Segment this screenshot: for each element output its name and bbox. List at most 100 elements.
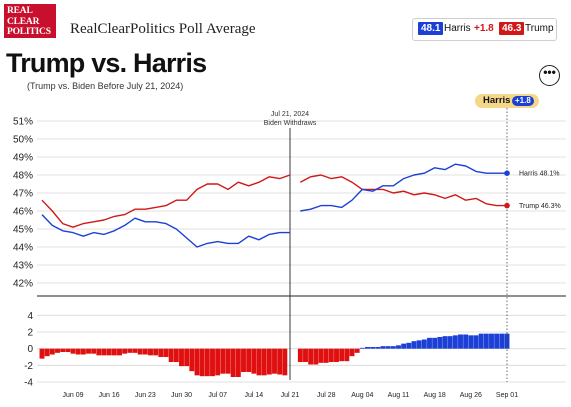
y-tick-label: 50%: [13, 135, 33, 146]
spread-bar: [80, 348, 86, 355]
spread-bar: [499, 333, 505, 349]
more-options-button[interactable]: •••: [539, 65, 560, 86]
spread-bar: [297, 348, 303, 362]
spread-bar: [230, 348, 236, 377]
spread-bar: [199, 348, 205, 377]
poll-summary-badges[interactable]: 48.1 Harris +1.8 46.3 Trump: [412, 18, 557, 41]
spread-bar: [75, 348, 81, 355]
harris-line: [300, 163, 507, 212]
spread-bar: [354, 348, 360, 353]
spread-bar: [106, 348, 112, 356]
spread-bar: [111, 348, 117, 356]
spread-bar: [184, 348, 190, 367]
spread-bar: [313, 348, 319, 365]
spread-bar: [266, 348, 272, 375]
spread-bar: [463, 334, 469, 349]
harris-end-dot: [504, 170, 510, 176]
spread-bar: [179, 348, 184, 367]
x-tick-label: Jun 30: [171, 392, 192, 399]
spread-bar: [334, 348, 339, 362]
x-tick-label: Sep 01: [496, 392, 518, 399]
spread-bar: [194, 348, 200, 376]
harris-end-label: Harris 48.1%: [519, 171, 559, 178]
spread-bar: [137, 348, 143, 355]
x-tick-label: Jul 21: [281, 392, 300, 399]
spread-bar: [504, 333, 510, 349]
spread-bar: [168, 348, 174, 362]
spread-bar: [117, 348, 122, 356]
y-tick-label: 51%: [13, 117, 33, 128]
trump-name-label: Trump: [525, 23, 554, 34]
harris-line: [41, 214, 290, 248]
x-tick-label: Jul 07: [208, 392, 227, 399]
spread-bar: [370, 347, 376, 349]
x-tick-label: Aug 18: [424, 392, 446, 399]
harris-change-label: +1.8: [474, 23, 494, 34]
spread-bar: [148, 348, 153, 356]
harris-name-label: Harris: [444, 23, 471, 34]
spread-bar: [158, 348, 164, 357]
leader-margin: +1.8: [512, 96, 534, 106]
trump-line: [299, 174, 507, 207]
spread-tick-label: 2: [27, 328, 33, 339]
spread-bar: [437, 337, 443, 349]
spread-bar: [96, 348, 102, 356]
event-label-line-2: Biden Withdraws: [264, 120, 317, 127]
spread-bar: [442, 336, 448, 349]
spread-bar: [339, 348, 345, 362]
y-tick-label: 45%: [13, 225, 33, 236]
spread-bar: [173, 348, 179, 362]
spread-bar: [416, 340, 422, 349]
x-tick-label: Jul 28: [317, 392, 336, 399]
event-label-line-1: Jul 21, 2024: [271, 111, 309, 118]
spread-tick-label: -4: [24, 378, 33, 389]
spread-bar: [127, 348, 133, 353]
spread-bar: [344, 348, 350, 362]
spread-bar: [55, 348, 60, 353]
spread-bar: [246, 348, 252, 372]
spread-bar: [122, 348, 128, 354]
spread-bar: [447, 336, 453, 349]
spread-bar: [256, 348, 262, 376]
spread-bar: [153, 348, 159, 356]
spread-bar: [86, 348, 91, 354]
y-tick-label: 46%: [13, 207, 33, 218]
spread-bar: [132, 348, 138, 353]
spread-bar: [452, 335, 458, 349]
spread-bar: [401, 343, 407, 349]
spread-bar: [261, 348, 267, 376]
spread-tick-label: 0: [27, 344, 33, 355]
spread-bar: [406, 342, 412, 349]
x-tick-label: Aug 04: [351, 392, 373, 399]
spread-bar: [251, 348, 257, 374]
spread-bar: [396, 345, 401, 349]
spread-bar: [411, 341, 417, 349]
spread-bar: [44, 348, 50, 357]
y-tick-label: 47%: [13, 189, 33, 200]
spread-bar: [65, 348, 71, 352]
spread-bar: [380, 346, 386, 349]
spread-bar: [210, 348, 215, 377]
spread-bar: [101, 348, 107, 356]
spread-bar: [225, 348, 231, 374]
x-tick-label: Jul 14: [244, 392, 263, 399]
y-tick-label: 43%: [13, 261, 33, 272]
spread-bar: [189, 348, 195, 372]
leader-name: Harris: [483, 95, 511, 106]
rcp-logo[interactable]: REAL CLEAR POLITICS: [4, 4, 56, 38]
spread-bar: [432, 337, 438, 349]
spread-bar: [163, 348, 169, 357]
spread-bar: [489, 333, 494, 349]
app-title: RealClearPolitics Poll Average: [70, 21, 256, 37]
spread-bar: [473, 335, 479, 349]
spread-bar: [458, 334, 463, 349]
spread-bar: [204, 348, 210, 377]
leader-tag: Harris +1.8: [475, 94, 539, 108]
spread-bar: [308, 348, 314, 365]
logo-line-3: POLITICS: [7, 27, 51, 37]
spread-bar: [365, 347, 370, 349]
y-tick-label: 48%: [13, 171, 33, 182]
spread-bar: [235, 348, 241, 377]
harris-value-badge: 48.1: [418, 22, 444, 35]
